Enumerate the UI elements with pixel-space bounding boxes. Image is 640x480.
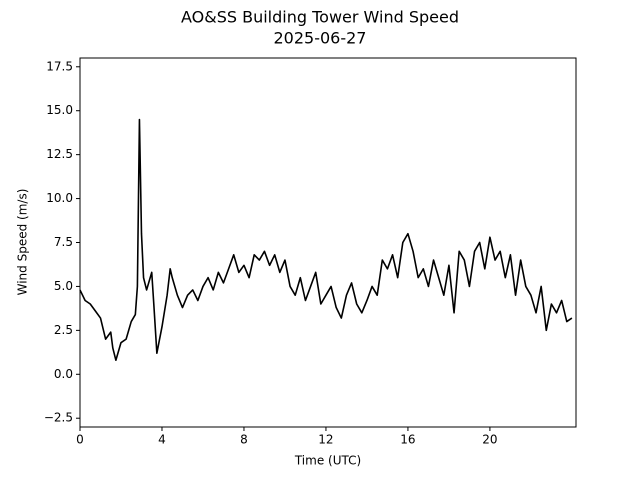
y-tick-label: 10.0 (46, 191, 73, 205)
x-tick-label: 12 (318, 433, 333, 447)
x-tick-label: 20 (482, 433, 497, 447)
y-tick-label: 2.5 (54, 323, 73, 337)
x-tick-label: 8 (240, 433, 248, 447)
x-tick-label: 4 (158, 433, 166, 447)
y-axis-label: Wind Speed (m/s) (16, 189, 30, 296)
x-tick-label: 0 (76, 433, 84, 447)
y-tick-label: 17.5 (46, 59, 73, 73)
data-line (79, 118, 573, 362)
y-tick-label: 12.5 (46, 147, 73, 161)
chart-subtitle: 2025-06-27 (274, 29, 367, 48)
y-tick-label: −2.5 (44, 411, 73, 425)
y-tick-label: 7.5 (54, 235, 73, 249)
y-tick-label: 5.0 (54, 279, 73, 293)
x-tick-label: 16 (400, 433, 415, 447)
x-axis-label: Time (UTC) (294, 454, 361, 468)
y-tick-label: 15.0 (46, 103, 73, 117)
y-tick-label: 0.0 (54, 367, 73, 381)
plot-frame (79, 57, 577, 428)
chart-title: AO&SS Building Tower Wind Speed (181, 8, 459, 27)
